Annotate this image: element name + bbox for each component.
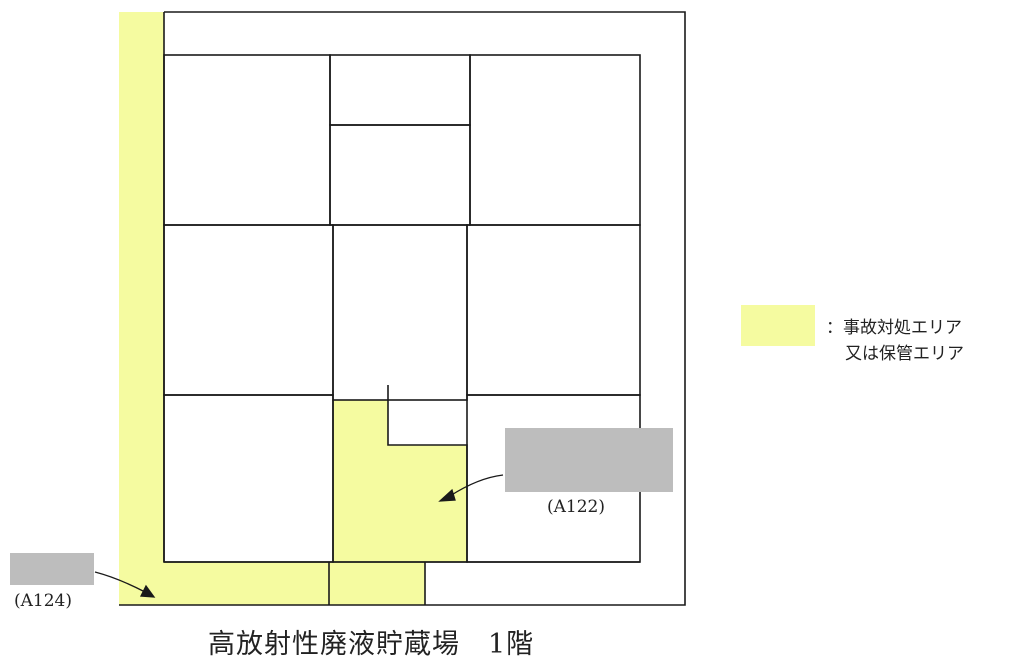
highlight-corridor-bottom — [119, 562, 425, 605]
highlight-areas — [119, 12, 467, 605]
leader-arrows — [94, 474, 504, 598]
highlight-room-a122 — [333, 400, 467, 562]
room-label-a122: (A122) — [547, 497, 605, 517]
room-bottom-left — [163, 394, 334, 563]
room-mid-right — [466, 224, 641, 396]
arrow-a124-head — [139, 584, 156, 598]
outer-wall — [119, 11, 686, 606]
arrow-a124 — [94, 571, 146, 593]
walls — [119, 11, 686, 606]
redaction-box-a124 — [10, 553, 94, 585]
arrow-a122-head — [438, 488, 456, 502]
legend-label-line2: 又は保管エリア — [845, 344, 964, 364]
room-mid-middle — [332, 224, 468, 401]
highlight-corridor-vertical — [119, 12, 164, 605]
room-label-a124: (A124) — [14, 591, 72, 611]
redaction-box-a122 — [505, 428, 673, 492]
legend-label-line1: ：事故対処エリア — [826, 318, 962, 338]
room-top-right — [469, 54, 641, 226]
arrow-a122 — [449, 474, 504, 497]
diagram-title: 高放射性廃液貯蔵場 1階 — [208, 629, 535, 660]
room-top-left — [163, 54, 331, 226]
room-top-middle-lower — [329, 124, 471, 226]
legend-swatch — [741, 305, 815, 346]
room-top-middle-upper — [329, 54, 471, 126]
room-mid-left — [163, 224, 334, 396]
